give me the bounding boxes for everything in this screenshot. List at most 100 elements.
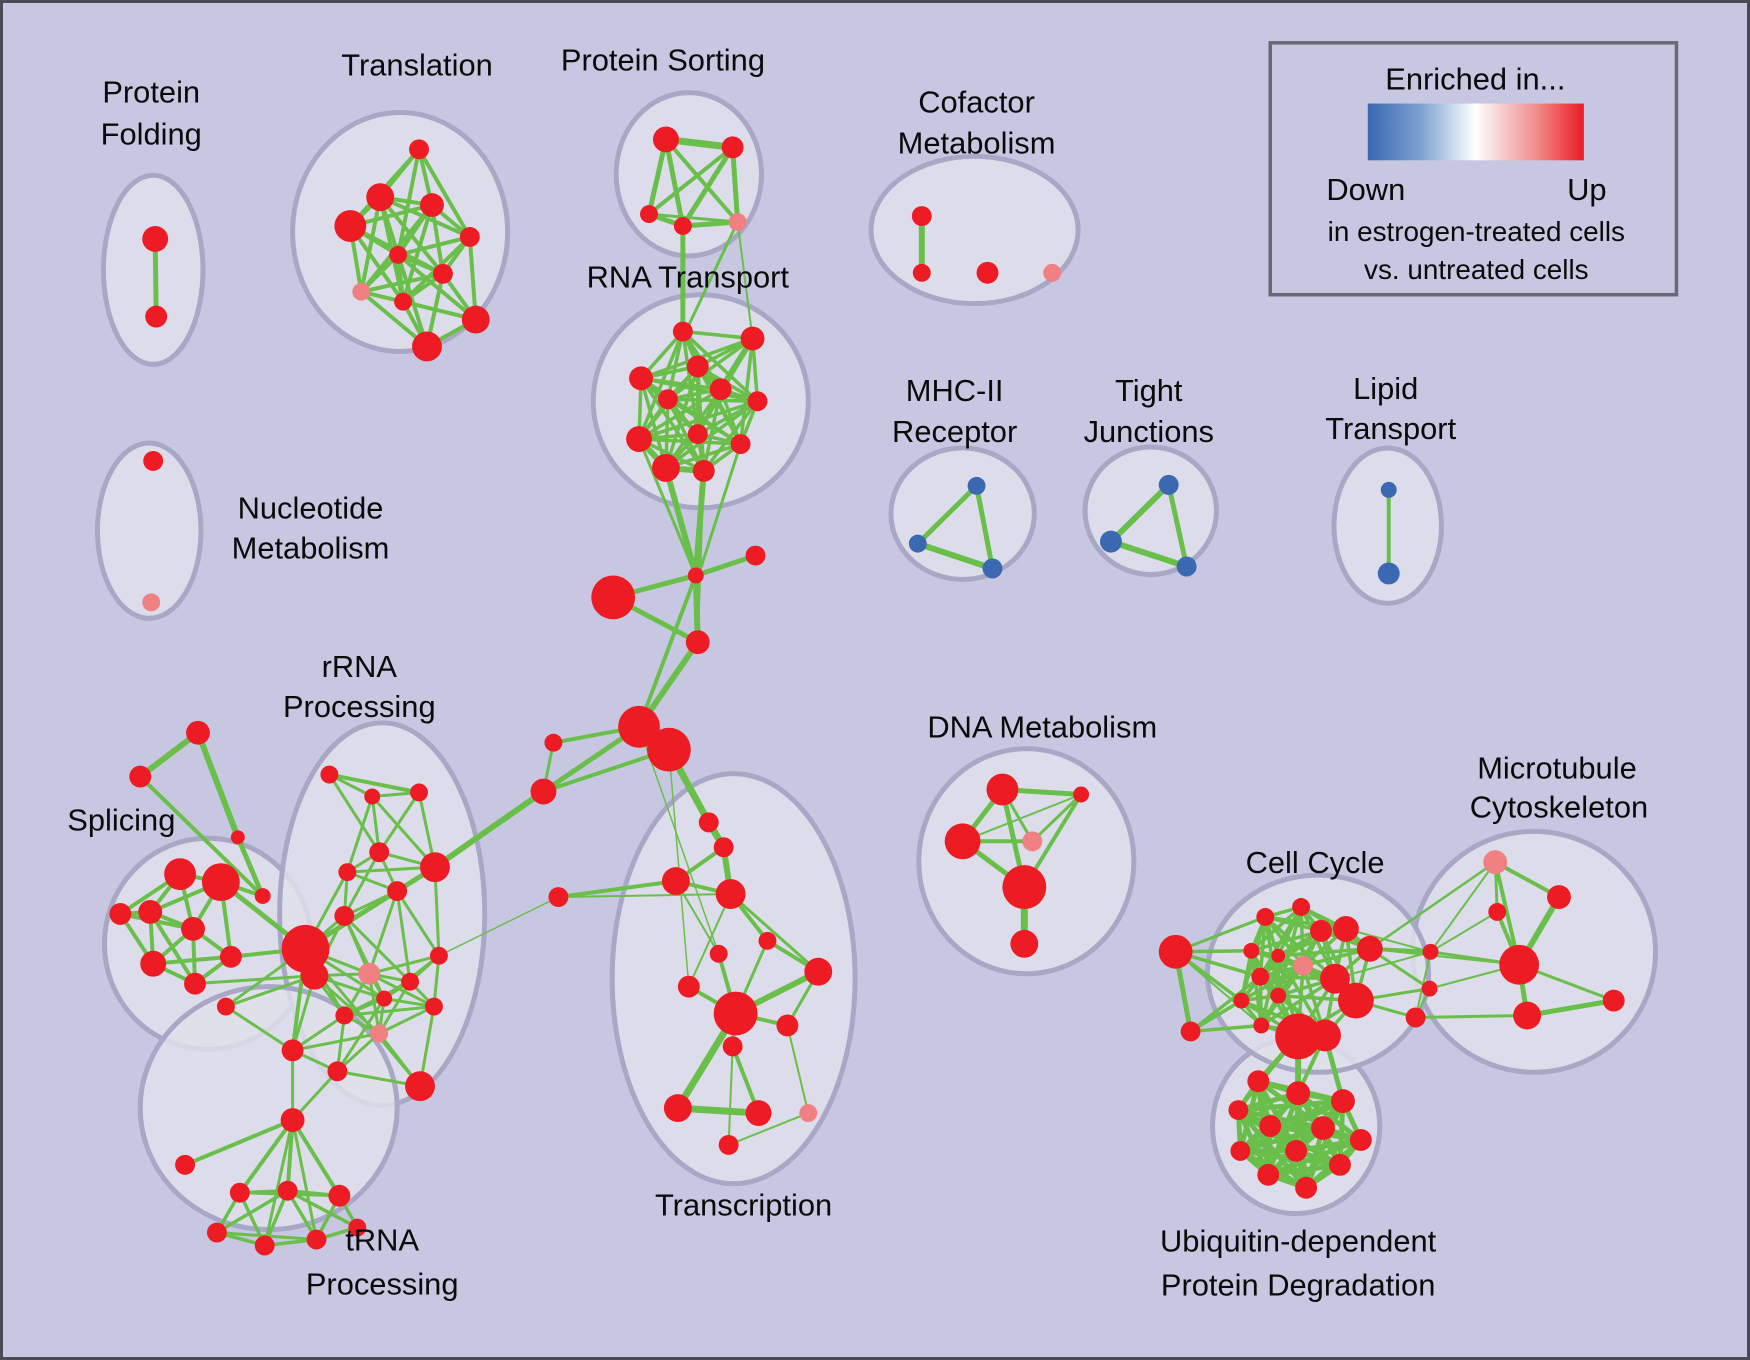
microtubule-cytoskeleton-edge xyxy=(1493,860,1561,900)
transcription-edge xyxy=(556,879,678,900)
splicing-node xyxy=(181,916,205,941)
translation-node xyxy=(334,210,367,242)
tight-junctions-edge xyxy=(1107,481,1172,545)
ubiquitin-degradation-node xyxy=(1311,1116,1335,1140)
lipid-transport-label: Transport xyxy=(1325,411,1456,446)
cell-cycle-edge xyxy=(1188,974,1263,1034)
transcription-node xyxy=(713,991,758,1036)
rrna-processing-edge xyxy=(327,773,381,854)
microtubule-cytoskeleton-edge xyxy=(1429,910,1499,953)
ubiquitin-degradation-edge xyxy=(1235,1098,1346,1113)
translation-node xyxy=(412,331,442,362)
rna-transport-edge xyxy=(637,399,760,441)
dna-metabolism-edge xyxy=(961,793,1083,843)
cell-cycle-node xyxy=(1320,963,1350,994)
microtubule-cytoskeleton-node xyxy=(1513,1001,1542,1030)
rrna-processing-node xyxy=(175,1154,196,1175)
tight-junctions-node xyxy=(1100,530,1122,553)
rrna-processing-node xyxy=(364,788,381,805)
rrna-processing-node xyxy=(405,1071,435,1102)
trna-processing-node xyxy=(254,1235,275,1256)
rna-transport-edge xyxy=(639,376,668,470)
microtubule-cytoskeleton-label: Microtubule xyxy=(1477,751,1637,786)
nucleotide-metabolism-node xyxy=(143,451,164,471)
transcription-label: Transcription xyxy=(655,1188,832,1223)
inter-cluster-edge xyxy=(183,1118,295,1167)
transcription-node xyxy=(548,887,569,907)
trna-processing-edge xyxy=(215,1188,290,1235)
connectors-edge xyxy=(137,729,201,780)
transcription-node xyxy=(722,1036,743,1057)
transcription-edge xyxy=(729,892,820,974)
splicing-label: Splicing xyxy=(67,802,175,837)
connectors-node xyxy=(685,630,710,655)
translation-node xyxy=(409,139,429,160)
legend: Enriched in... Down Up in estrogen-treat… xyxy=(1268,41,1679,297)
protein-sorting-edge xyxy=(680,144,736,229)
inter-cluster-edge xyxy=(263,1118,295,1247)
dna-metabolism-node xyxy=(1010,929,1039,958)
trna-processing-node xyxy=(277,1180,298,1201)
translation-edge xyxy=(396,252,478,322)
cell-cycle-node xyxy=(1180,1021,1201,1042)
dna-metabolism-label: DNA Metabolism xyxy=(927,710,1157,745)
translation-edge xyxy=(359,271,445,294)
connectors-edge xyxy=(637,573,698,729)
rna-transport-edge xyxy=(666,397,760,403)
transcription-edge xyxy=(727,1112,810,1146)
rrna-processing-node xyxy=(327,1061,348,1082)
translation-node xyxy=(432,263,453,284)
mhc-ii-receptor-label: Receptor xyxy=(892,414,1017,449)
network-canvas: Protein Folding Translation Protein Sorting… xyxy=(67,41,1679,1302)
rrna-processing-node xyxy=(335,1006,354,1025)
tight-junctions-label: Junctions xyxy=(1084,414,1214,449)
transcription-node xyxy=(745,1100,772,1127)
rrna-processing-node xyxy=(370,1024,389,1043)
splicing-node xyxy=(138,900,163,924)
protein-sorting-edge xyxy=(663,136,686,229)
connectors-node xyxy=(530,778,557,805)
transcription-node xyxy=(804,957,833,986)
rrna-processing-node xyxy=(281,1039,304,1062)
rna-transport-edge xyxy=(637,329,685,441)
protein-folding-node xyxy=(142,226,169,252)
inter-cluster-edge xyxy=(662,464,699,579)
cell-cycle-edge xyxy=(1249,929,1323,953)
ubiquitin-degradation-edge xyxy=(1237,1125,1326,1154)
microtubule-cytoskeleton-label: Cytoskeleton xyxy=(1470,789,1648,824)
protein-folding-label: Protein xyxy=(102,75,200,110)
cell-cycle-node xyxy=(1309,1019,1341,1052)
ubiquitin-degradation-node xyxy=(1295,1176,1318,1199)
cofactor-metabolism-ellipse xyxy=(868,153,1081,307)
splicing-node xyxy=(164,858,197,891)
connectors-node xyxy=(129,765,152,788)
inter-cluster-edge xyxy=(237,1118,295,1195)
splicing-node xyxy=(140,950,167,977)
splicing-node xyxy=(201,863,240,902)
protein-folding-edge xyxy=(152,236,159,320)
nucleotide-metabolism-label: Nucleotide xyxy=(238,491,384,526)
connectors-edge xyxy=(235,834,266,899)
transcription-edge xyxy=(557,893,732,899)
rrna-processing-node xyxy=(358,962,381,985)
rrna-processing-edge xyxy=(327,773,421,794)
translation-label: Translation xyxy=(341,48,493,83)
trna-processing-node xyxy=(328,1184,351,1207)
rrna-processing-edge xyxy=(342,914,412,984)
transcription-node xyxy=(677,975,700,998)
ubiquitin-degradation-node xyxy=(1247,1070,1270,1093)
connectors-node xyxy=(591,575,636,620)
rna-transport-edge xyxy=(664,399,760,470)
connectors-edge xyxy=(195,729,241,841)
protein-sorting-node xyxy=(640,205,658,224)
lipid-transport-node xyxy=(1380,481,1397,498)
protein-sorting-edge xyxy=(647,145,735,217)
rrna-processing-node xyxy=(420,852,450,883)
cell-cycle-label: Cell Cycle xyxy=(1246,845,1385,880)
microtubule-cytoskeleton-node xyxy=(1488,903,1507,921)
microtubule-cytoskeleton-node xyxy=(1421,980,1438,997)
nucleotide-metabolism-ellipse xyxy=(94,440,204,621)
rna-transport-node xyxy=(651,454,680,482)
nucleotide-metabolism-node xyxy=(142,593,161,612)
inter-cluster-edge xyxy=(291,1118,318,1242)
